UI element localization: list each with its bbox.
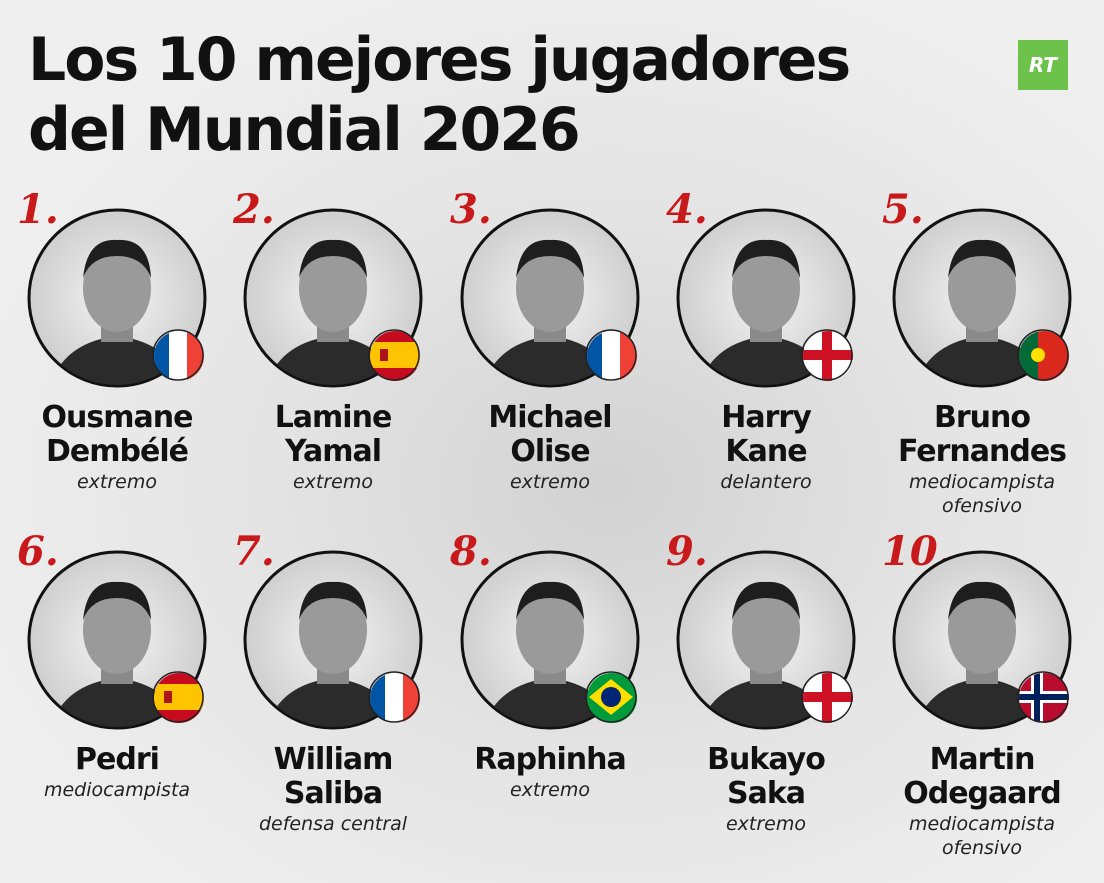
- player-name: Michael: [488, 400, 612, 435]
- flag: [800, 328, 854, 382]
- flag-icon: [152, 671, 204, 723]
- player-position: extremo: [509, 779, 591, 801]
- player-position: extremo: [725, 813, 807, 835]
- player-name: Kane: [725, 434, 807, 469]
- rank: 5.: [882, 186, 924, 233]
- player-position: extremo: [76, 471, 158, 493]
- player-name: Martin: [929, 742, 1036, 777]
- player-position: mediocampista: [908, 471, 1056, 493]
- rank: 1.: [17, 186, 59, 233]
- player-name: Ousmane: [41, 400, 194, 435]
- player-photo: [892, 208, 1072, 388]
- flag: [367, 670, 421, 724]
- player-name: Yamal: [284, 434, 382, 469]
- rank: 3.: [450, 186, 492, 233]
- rank: 2.: [233, 186, 275, 233]
- player-name: Bruno: [934, 400, 1031, 435]
- player-name: Odegaard: [903, 776, 1062, 811]
- flag: [584, 670, 638, 724]
- flag-icon: [801, 671, 853, 723]
- player-position: extremo: [292, 471, 374, 493]
- rank: 4.: [666, 186, 708, 233]
- flag-icon: [1017, 329, 1069, 381]
- player-position: ofensivo: [941, 837, 1023, 859]
- player-name: Lamine: [274, 400, 393, 435]
- player-name: Dembélé: [46, 434, 189, 469]
- rank: 7.: [233, 528, 275, 575]
- flag-icon: [1017, 671, 1069, 723]
- rank: 8.: [450, 528, 492, 575]
- portrait: [27, 550, 207, 730]
- player-name: Fernandes: [897, 434, 1067, 469]
- player-position: delantero: [720, 471, 812, 493]
- player-name: Olise: [510, 434, 590, 469]
- player-name: Raphinha: [474, 742, 626, 777]
- title-line: Los 10 mejores jugadores: [28, 25, 851, 95]
- logo: RT: [1018, 40, 1068, 90]
- player-photo: [27, 550, 207, 730]
- player-position: defensa central: [258, 813, 408, 835]
- portrait: [892, 208, 1072, 388]
- flag: [584, 328, 638, 382]
- flag: [1016, 328, 1070, 382]
- title-line: del Mundial 2026: [28, 95, 581, 165]
- flag-icon: [585, 329, 637, 381]
- flag: [151, 670, 205, 724]
- flag-icon: [152, 329, 204, 381]
- flag-icon: [368, 329, 420, 381]
- player-position: mediocampista: [43, 779, 191, 801]
- rank: 6.: [17, 528, 59, 575]
- flag-icon: [801, 329, 853, 381]
- player-name: Bukayo: [707, 742, 826, 777]
- flag: [800, 670, 854, 724]
- player-name: Saka: [726, 776, 806, 811]
- flag-icon: [585, 671, 637, 723]
- player-position: mediocampista: [908, 813, 1056, 835]
- player-name: Pedri: [75, 742, 160, 777]
- flag: [151, 328, 205, 382]
- player-name: Harry: [721, 400, 812, 435]
- flag: [367, 328, 421, 382]
- flag: [1016, 670, 1070, 724]
- player-position: extremo: [509, 471, 591, 493]
- player-name: Saliba: [283, 776, 383, 811]
- rank: 9.: [666, 528, 708, 575]
- flag-icon: [368, 671, 420, 723]
- player-name: William: [273, 742, 394, 777]
- player-position: ofensivo: [941, 495, 1023, 517]
